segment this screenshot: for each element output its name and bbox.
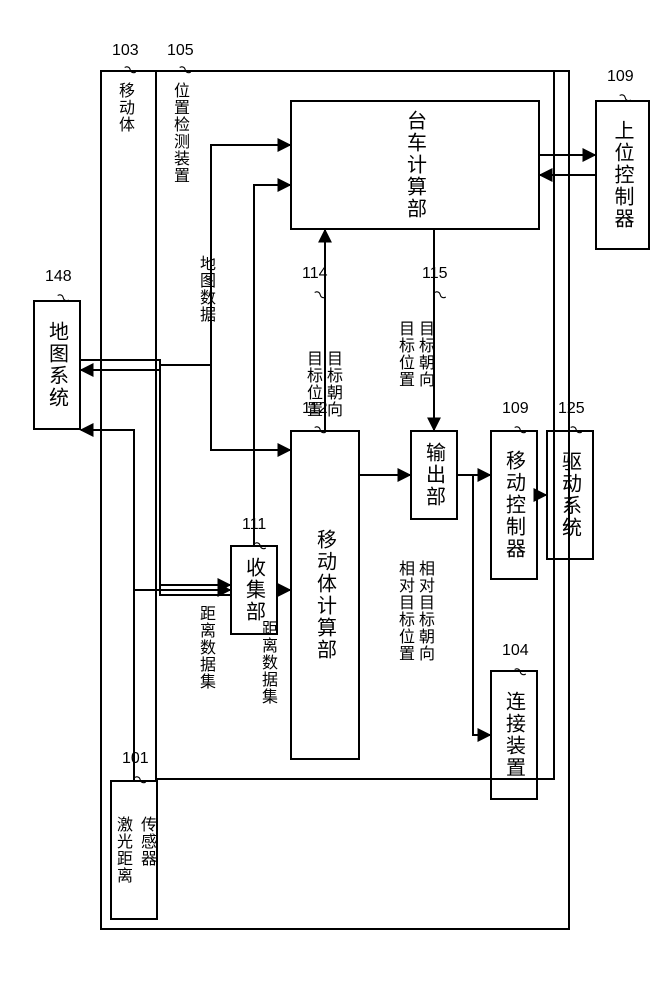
- cart_calc-label: 台车计算部: [401, 110, 430, 220]
- output-label: 输出部: [420, 442, 449, 508]
- label-dist_dataset_mid: 距离数据集: [255, 620, 279, 705]
- laser-label-2: 传感器: [134, 816, 158, 884]
- conn_device-label: 连接装置: [500, 691, 529, 779]
- upper_ctrl-label: 上位控制器: [608, 120, 637, 230]
- upper_ctrl-ref: 109: [607, 68, 634, 86]
- conn_device-ref: 104: [502, 642, 529, 660]
- mobile_calc-label: 移动体计算部: [311, 529, 340, 661]
- label-target_orient_1: 目标朝向: [320, 350, 344, 418]
- laser-label-1: 激光距离: [110, 816, 134, 884]
- pos_detect-label: 位置检测装置: [167, 82, 191, 184]
- mobile_body-label: 移动体: [112, 82, 136, 133]
- conn_device-box: 连接装置: [490, 670, 538, 800]
- output-ref: 115: [422, 265, 448, 283]
- diagram-canvas: 地图系统148〜移动体103〜激光距离传感器101〜位置检测装置105〜收集部1…: [0, 0, 662, 1000]
- map_system-box: 地图系统: [33, 300, 81, 430]
- label-map_data: 地图数据: [193, 255, 217, 323]
- pos_detect-ref: 105: [167, 42, 194, 60]
- drive_sys-box: 驱动系统: [546, 430, 594, 560]
- move_ctrl-box: 移动控制器: [490, 430, 538, 580]
- cart_calc-box: 台车计算部: [290, 100, 540, 230]
- label-rel_target_orient: 相对目标朝向: [412, 560, 436, 662]
- laser-box: 激光距离传感器: [110, 780, 158, 920]
- cart_calc-ref: 114: [302, 265, 328, 283]
- move_ctrl-label: 移动控制器: [500, 450, 529, 560]
- map_system-ref: 148: [45, 268, 72, 286]
- map_system-label: 地图系统: [43, 321, 72, 409]
- collector-label: 收集部: [240, 557, 269, 623]
- label-dist_dataset_top: 距离数据集: [193, 605, 217, 690]
- upper_ctrl-box: 上位控制器: [595, 100, 650, 250]
- collector-ref: 111: [242, 516, 266, 534]
- label-target_orient_2: 目标朝向: [412, 320, 436, 388]
- move_ctrl-ref: 109: [502, 400, 529, 418]
- mobile_calc-box: 移动体计算部: [290, 430, 360, 760]
- output-box: 输出部: [410, 430, 458, 520]
- mobile_body-ref: 103: [112, 42, 139, 60]
- laser-ref: 101: [122, 750, 149, 768]
- drive_sys-ref: 125: [558, 400, 585, 418]
- drive_sys-label: 驱动系统: [556, 451, 585, 539]
